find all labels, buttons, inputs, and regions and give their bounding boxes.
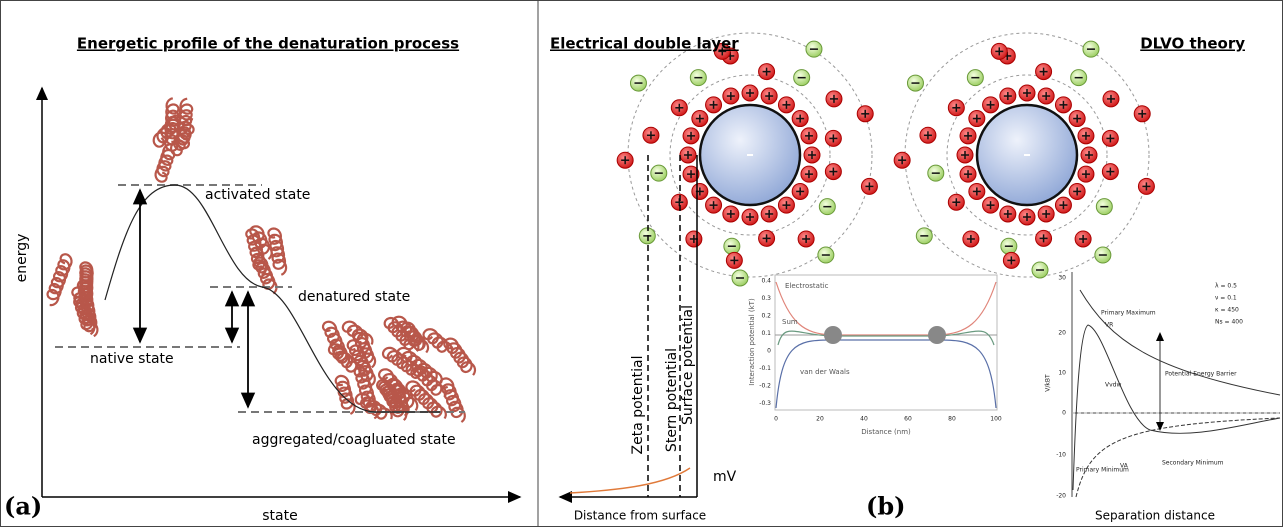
- tick-label: 80: [948, 416, 956, 423]
- curve-label: Sum: [782, 318, 798, 326]
- curve-label: van der Waals: [800, 368, 850, 376]
- tick-label: -20: [1056, 493, 1066, 500]
- arrows: [140, 190, 248, 407]
- tick-label: 40: [860, 416, 868, 423]
- tick-label: 0.3: [761, 295, 771, 302]
- state-label: aggregated/coagluated state: [252, 432, 456, 448]
- unit-label: mV: [713, 469, 737, 485]
- parameter: Ns = 400: [1215, 319, 1243, 326]
- tick-label: 20: [816, 416, 824, 423]
- tick-label: 0: [767, 348, 771, 355]
- tick-label: 0.1: [761, 330, 771, 337]
- tick-label: 0: [774, 416, 778, 423]
- annotation: VR: [1105, 322, 1113, 329]
- axis-label: Interaction potential (kT): [748, 298, 756, 386]
- annotation: Vvdw: [1105, 382, 1121, 389]
- axis-label: V/kBT: [1045, 374, 1052, 392]
- inset-1-ticks: 0.4 0.3 0.2 0.1 0 -0.1 -0.2 -0.3 0 20 40 60 80 100: [759, 278, 1002, 423]
- state-label: native state: [90, 351, 174, 367]
- tick-label: 60: [904, 416, 912, 423]
- tick-label: 10: [1058, 370, 1066, 377]
- tick-label: 20: [1058, 330, 1066, 337]
- axis-label: Separation distance: [1095, 509, 1215, 523]
- decorations: [48, 33, 1155, 422]
- axis-label: energy: [14, 234, 30, 283]
- annotation: Potential Energy Barrier: [1165, 371, 1237, 378]
- tick-label: 0: [1062, 410, 1066, 417]
- parameter: ν = 0.1: [1215, 295, 1237, 302]
- protein-helix: [440, 378, 465, 422]
- axis-label: Distance (nm): [861, 428, 911, 436]
- parameter: λ = 0.5: [1215, 283, 1237, 290]
- parameter: κ = 450: [1215, 307, 1239, 314]
- figure: Energetic profile of the denaturation pr…: [0, 0, 1283, 527]
- potential-label: Stern potential: [664, 348, 680, 452]
- tick-label: -10: [1056, 452, 1066, 459]
- potential-label: Zeta potential: [630, 356, 646, 455]
- inset-2-ticks: 30 20 10 0 -10 -20: [1056, 275, 1066, 500]
- tick-label: 100: [990, 416, 1002, 423]
- panel-label: (b): [866, 492, 906, 521]
- axis-label: state: [262, 508, 297, 524]
- protein-helix: [48, 254, 72, 305]
- inset-1: Electrostatic Sum van der Waals Interact…: [748, 275, 997, 436]
- annotation: Primary Minimum: [1076, 467, 1129, 474]
- annotation: Primary Maximum: [1101, 310, 1156, 317]
- protein-helix: [336, 376, 355, 414]
- annotation: Secondary Minimum: [1162, 460, 1224, 467]
- potential-curve: [570, 468, 690, 493]
- panel-label: (a): [4, 492, 42, 521]
- state-label: denatured state: [298, 289, 410, 305]
- curve-label: Electrostatic: [785, 282, 829, 290]
- tick-label: 30: [1058, 275, 1066, 282]
- panel-title: Electrical double layer: [550, 35, 739, 53]
- axis-label: Distance from surface: [574, 509, 706, 523]
- tick-label: -0.1: [759, 365, 771, 372]
- tick-label: 0.2: [761, 313, 771, 320]
- inset-2: Primary Maximum VR Potential Energy Barr…: [1045, 272, 1281, 523]
- tick-label: -0.2: [759, 383, 771, 390]
- panel-title: DLVO theory: [1140, 35, 1245, 53]
- potential-label: Surface potential: [680, 305, 696, 425]
- state-label: activated state: [205, 187, 310, 203]
- tick-label: 0.4: [761, 278, 771, 285]
- tick-label: -0.3: [759, 400, 771, 407]
- panel-title: Energetic profile of the denaturation pr…: [77, 35, 459, 53]
